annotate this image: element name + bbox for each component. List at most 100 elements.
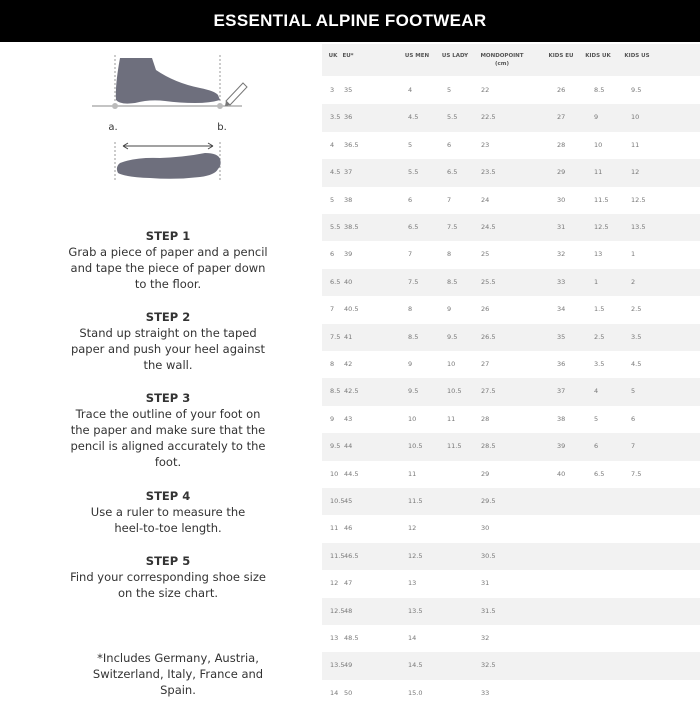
cell-us-men: 4.5: [408, 113, 419, 122]
pencil-icon: [225, 82, 248, 106]
cell-uk: 13.5: [330, 661, 345, 670]
cell-eu: 40: [344, 277, 353, 286]
column-header-kids-uk: KIDS UK: [585, 53, 611, 59]
cell-mondopoint: 27: [481, 360, 490, 368]
step-3: STEP 3 Trace the outline of your foot on…: [70, 391, 266, 469]
cell-kids-us: 11: [631, 140, 640, 149]
cell-us-lady: 11.5: [447, 442, 462, 451]
cell-kids-eu: 40: [557, 469, 566, 478]
cell-mondopoint: 22: [481, 86, 490, 94]
step-1: STEP 1 Grab a piece of paper and a penci…: [68, 229, 268, 291]
cell-kids-eu: 32: [557, 250, 566, 259]
cell-us-lady: 7: [447, 195, 452, 204]
cell-kids-eu: 39: [557, 442, 566, 451]
cell-kids-uk: 4: [594, 387, 599, 396]
cell-kids-uk: 1.5: [594, 305, 605, 314]
measuring-instructions: a. b. STEP 1 Grab a piece of paper and a…: [0, 42, 322, 700]
cell-us-lady: 11: [447, 414, 456, 423]
cell-uk: 4: [330, 140, 335, 149]
cell-kids-eu: 35: [557, 332, 566, 341]
cell-us-lady: 7.5: [447, 223, 458, 231]
step-4: STEP 4 Use a ruler to measure the heel-t…: [90, 489, 246, 535]
cell-uk: 5: [330, 195, 335, 204]
cell-eu: 42: [344, 360, 353, 368]
cell-us-men: 12: [408, 524, 417, 533]
cell-us-men: 14.5: [408, 661, 423, 670]
cell-uk: 8.5: [330, 387, 341, 396]
cell-uk: 12.5: [330, 606, 345, 615]
cell-us-lady: 9.5: [447, 332, 458, 341]
cell-kids-eu: 28: [557, 140, 566, 149]
cell-uk: 7.5: [330, 332, 341, 341]
cell-eu: 38: [344, 195, 353, 204]
cell-uk: 10: [330, 469, 339, 478]
table-row: 5.5 38.5 6.5 7.5 24.5 31 12.5 13.5: [322, 214, 700, 242]
table-row: 9.5 44 10.5 11.5 28.5 39 6 7: [322, 433, 700, 461]
cell-mondopoint: 32.5: [481, 661, 496, 670]
table-row: 14 50 15.0 33: [322, 680, 700, 707]
cell-us-lady: 5: [447, 86, 452, 94]
cell-kids-eu: 37: [557, 387, 566, 396]
cell-kids-eu: 30: [557, 195, 566, 204]
cell-eu: 50: [344, 688, 353, 697]
cell-kids-uk: 13: [594, 250, 603, 259]
cell-kids-us: 2.5: [631, 305, 642, 314]
cell-eu: 44.5: [344, 469, 359, 478]
cell-uk: 3: [330, 86, 335, 94]
cell-kids-us: 10: [631, 113, 640, 122]
cell-us-lady: 10: [447, 360, 456, 368]
cell-mondopoint: 29: [481, 469, 490, 478]
cell-mondopoint: 24.5: [481, 223, 496, 231]
cell-uk: 5.5: [330, 223, 341, 231]
cell-eu: 47: [344, 579, 353, 588]
cell-uk: 6: [330, 250, 335, 259]
cell-kids-eu: 38: [557, 414, 566, 423]
cell-kids-uk: 5: [594, 414, 599, 423]
cell-mondopoint: 30.5: [481, 551, 496, 560]
step-5: STEP 5 Find your corresponding shoe size…: [70, 554, 266, 600]
cell-us-lady: 8.5: [447, 277, 458, 286]
cell-kids-us: 2: [631, 277, 636, 286]
cell-us-lady: 10.5: [447, 387, 462, 396]
cell-us-men: 13.5: [408, 606, 423, 615]
label-b: b.: [217, 122, 227, 133]
page-title: ESSENTIAL ALPINE FOOTWEAR: [0, 0, 700, 42]
cell-kids-us: 7: [631, 442, 636, 451]
cell-us-lady: 8: [447, 250, 452, 259]
cell-us-men: 13: [408, 579, 417, 588]
cell-kids-uk: 9: [594, 113, 599, 122]
cell-eu: 46: [344, 524, 353, 533]
table-row: 11.5 46.5 12.5 30.5: [322, 542, 700, 571]
cell-mondopoint: 22.5: [481, 113, 496, 122]
cell-us-men: 14: [408, 634, 417, 642]
cell-us-lady: 6: [447, 140, 452, 149]
cell-mondopoint: 26.5: [481, 332, 496, 341]
table-row: 13 48.5 14 32: [322, 625, 700, 652]
table-row: 3 35 4 5 22 26 8.5 9.5: [322, 77, 700, 104]
cell-eu: 40.5: [344, 305, 359, 314]
cell-kids-uk: 2.5: [594, 332, 605, 341]
cell-uk: 11.5: [330, 551, 345, 560]
cell-kids-eu: 33: [557, 277, 566, 286]
cell-mondopoint: 28: [481, 414, 490, 423]
cell-uk: 4.5: [330, 168, 341, 177]
column-header-us-lady: US LADY: [441, 53, 469, 59]
cell-kids-uk: 1: [594, 277, 599, 286]
cell-uk: 12: [330, 579, 339, 588]
cell-kids-uk: 11: [594, 168, 603, 177]
table-row: 9 43 10 11 28 38 5 6: [322, 406, 700, 433]
table-row: 4.5 37 5.5 6.5 23.5 29 11 12: [322, 159, 700, 187]
cell-uk: 10.5: [330, 497, 345, 505]
cell-kids-us: 7.5: [631, 469, 642, 478]
cell-mondopoint: 24: [481, 195, 490, 204]
cell-us-lady: 6.5: [447, 168, 458, 177]
column-header-kids-us: KIDS US: [624, 53, 650, 59]
table-row: 11 46 12 30: [322, 515, 700, 542]
cell-mondopoint: 23: [481, 140, 490, 149]
cell-us-lady: 5.5: [447, 113, 458, 122]
cell-us-men: 7: [408, 250, 413, 259]
cell-eu: 37: [344, 168, 353, 177]
cell-kids-uk: 10: [594, 140, 603, 149]
cell-mondopoint: 25.5: [481, 277, 496, 286]
table-row: 10 44.5 11 29 40 6.5 7.5: [322, 461, 700, 488]
